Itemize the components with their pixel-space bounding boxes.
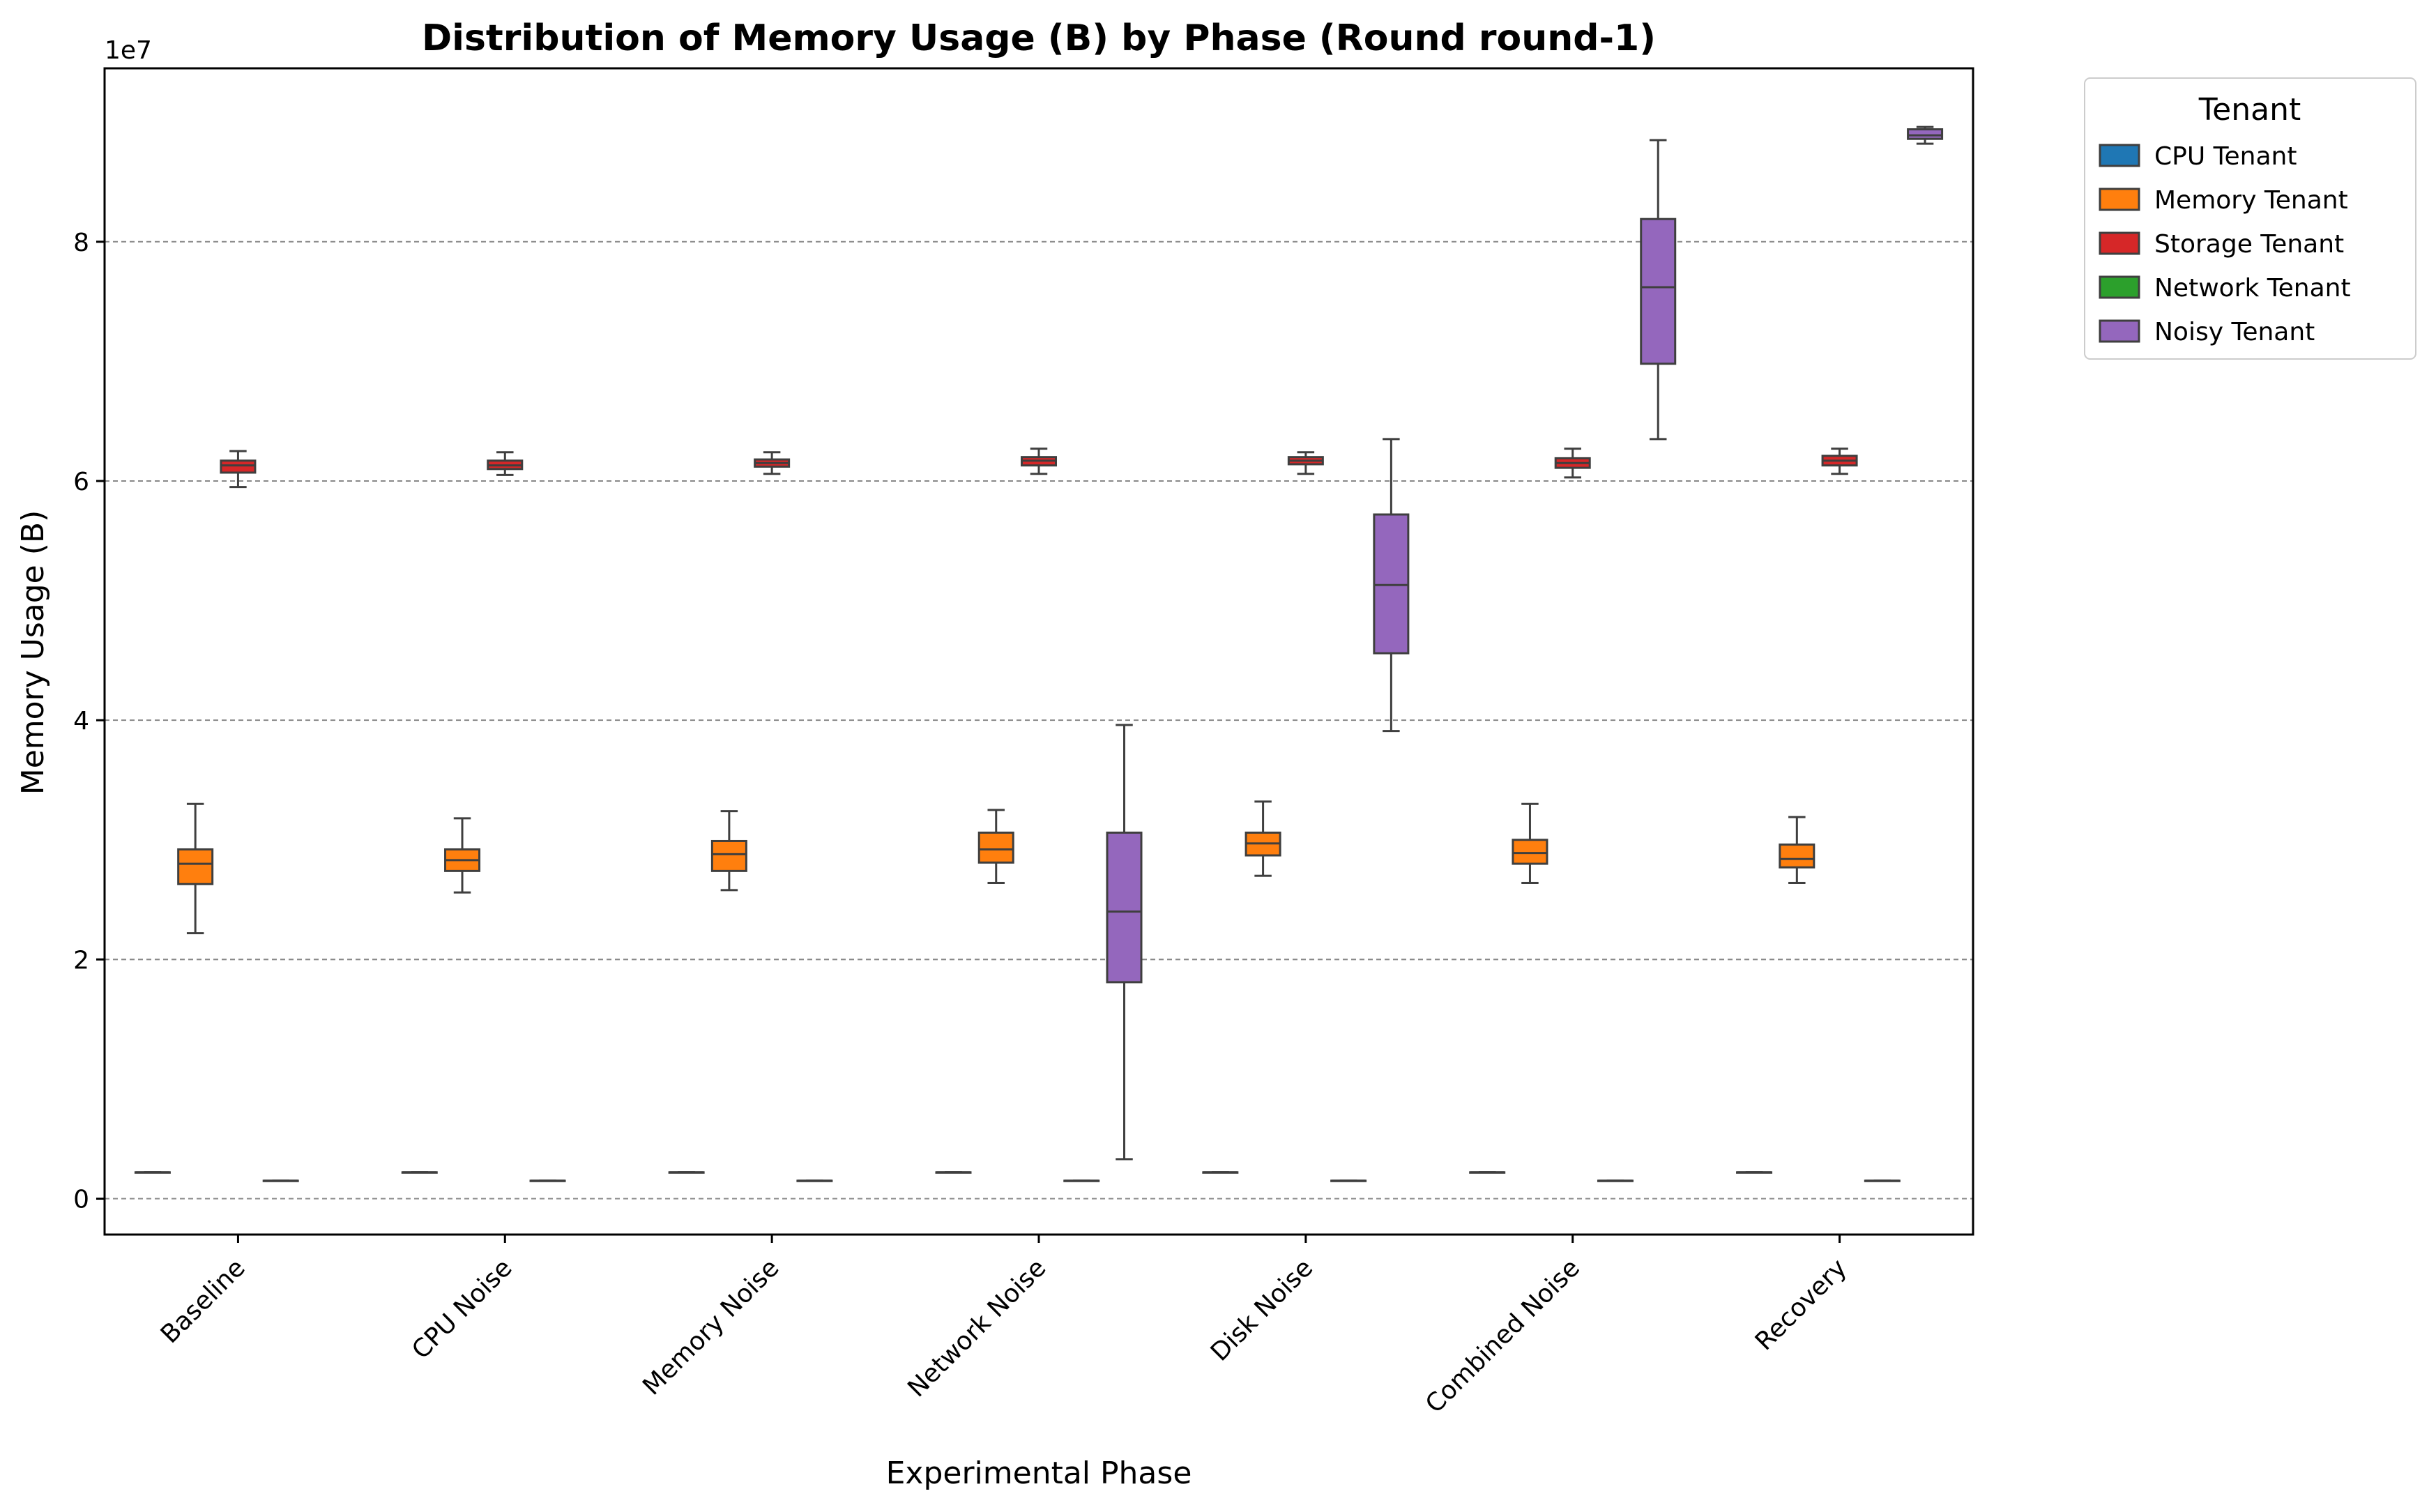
- box-plot: [1287, 451, 1324, 475]
- box-plot: [796, 1179, 833, 1182]
- legend-swatch: [2099, 231, 2140, 255]
- box-plot: [754, 451, 791, 475]
- box-plot: [1106, 724, 1143, 1161]
- box-plot: [262, 1179, 299, 1182]
- box-plot: [177, 802, 214, 935]
- box-plot: [977, 809, 1014, 885]
- box-plot: [444, 817, 481, 894]
- box-plot: [1554, 448, 1591, 479]
- legend-label: Network Tenant: [2154, 274, 2351, 303]
- legend-label: Storage Tenant: [2154, 230, 2344, 259]
- box-plot: [1373, 438, 1410, 733]
- iqr-box: [1640, 217, 1677, 365]
- iqr-box: [1907, 128, 1944, 140]
- box-plot: [1779, 816, 1815, 885]
- iqr-box: [977, 831, 1014, 864]
- legend-label: Noisy Tenant: [2154, 318, 2315, 346]
- y-axis: 0 2 4 6 8: [73, 229, 105, 1214]
- legend-title: Tenant: [2198, 92, 2301, 128]
- box-plot: [1512, 802, 1548, 885]
- box-plot: [1020, 448, 1058, 475]
- box-plot: [710, 810, 747, 892]
- box-plot: [1864, 1179, 1901, 1182]
- x-axis-title: Experimental Phase: [886, 1456, 1192, 1491]
- legend-items: CPU Tenant Memory Tenant Storage Tenant Net…: [2099, 142, 2351, 346]
- legend-frame: [2084, 77, 2416, 360]
- box-plot: [1244, 800, 1281, 877]
- box-plot: [1821, 448, 1858, 475]
- box-plot: [1907, 125, 1944, 145]
- iqr-box: [1512, 839, 1548, 865]
- iqr-box: [710, 839, 747, 872]
- legend-swatch: [2099, 188, 2140, 211]
- legend-label: CPU Tenant: [2154, 142, 2297, 171]
- iqr-box: [177, 848, 214, 885]
- iqr-box: [1106, 831, 1143, 984]
- legend-label: Memory Tenant: [2154, 186, 2348, 215]
- y-tick-label: 0: [73, 1186, 89, 1214]
- iqr-box: [1779, 843, 1815, 869]
- y-tick-label: 6: [73, 468, 89, 496]
- series-noisy-tenant: [1106, 125, 1944, 1161]
- iqr-box: [220, 459, 257, 474]
- box-plot: [1063, 1179, 1100, 1182]
- chart-title: Distribution of Memory Usage (B) by Phas…: [422, 17, 1656, 59]
- y-offset-label: 1e7: [105, 36, 152, 65]
- legend: Tenant CPU Tenant Memory Tenant Storage Te…: [2084, 77, 2416, 360]
- y-axis-title: Memory Usage (B): [15, 510, 51, 795]
- box-plot: [1330, 1179, 1367, 1182]
- box-plot: [529, 1179, 566, 1182]
- y-tick-label: 8: [73, 229, 89, 257]
- box-plot: [487, 451, 524, 476]
- legend-swatch: [2099, 144, 2140, 167]
- iqr-box: [1373, 513, 1410, 655]
- box-plot: [1597, 1179, 1634, 1182]
- legend-swatch: [2099, 275, 2140, 299]
- y-tick-label: 2: [73, 946, 89, 975]
- box-plot: [220, 450, 257, 489]
- box-series: [134, 125, 1944, 1182]
- series-storage-tenant: [220, 448, 1858, 489]
- box-plot: [1640, 139, 1677, 441]
- series-network-tenant: [262, 1179, 1901, 1182]
- legend-swatch: [2099, 319, 2140, 343]
- series-memory-tenant: [177, 800, 1815, 935]
- y-tick-label: 4: [73, 707, 89, 735]
